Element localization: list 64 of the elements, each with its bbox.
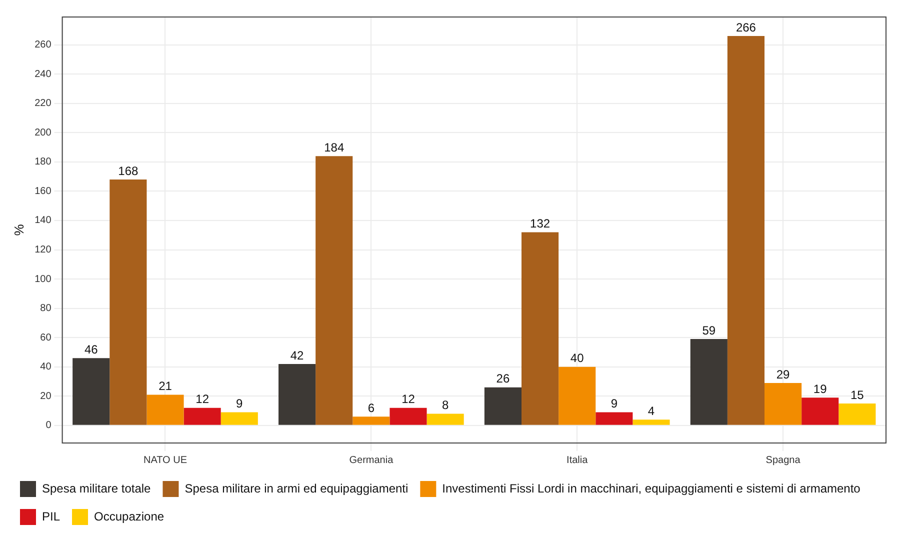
data-label: 15 bbox=[850, 388, 864, 402]
data-label: 6 bbox=[368, 400, 375, 415]
x-tick-label: Italia bbox=[566, 454, 588, 466]
y-tick-label: 140 bbox=[34, 215, 52, 226]
data-label: 132 bbox=[530, 216, 550, 231]
y-axis-title: % bbox=[11, 224, 26, 236]
y-tick-label: 160 bbox=[34, 186, 52, 197]
y-tick-label: 60 bbox=[40, 332, 52, 344]
bar bbox=[352, 416, 390, 425]
data-label: 40 bbox=[570, 351, 584, 366]
data-label: 12 bbox=[402, 392, 416, 406]
y-tick-label: 100 bbox=[34, 274, 52, 285]
bar bbox=[484, 387, 522, 425]
y-tick-label: 120 bbox=[34, 244, 52, 256]
bar bbox=[522, 232, 559, 425]
data-label: 59 bbox=[702, 323, 716, 338]
bar bbox=[690, 339, 728, 425]
legend-label: Spesa militare totale bbox=[42, 481, 152, 496]
y-tick-label: 260 bbox=[34, 40, 52, 51]
bar bbox=[632, 420, 670, 425]
data-label: 29 bbox=[776, 367, 790, 382]
data-label: 46 bbox=[84, 342, 98, 356]
y-tick-label: 200 bbox=[34, 127, 52, 138]
bar bbox=[596, 412, 633, 425]
y-tick-label: 0 bbox=[46, 420, 52, 432]
bar bbox=[316, 156, 353, 425]
bar bbox=[764, 382, 802, 425]
y-tick-label: 240 bbox=[34, 68, 52, 80]
legend-label: Investimenti Fissi Lordi in macchinari, equipaggiamenti e sistemi di armamento bbox=[442, 481, 861, 496]
data-label: 9 bbox=[236, 396, 244, 411]
x-tick-label: Spagna bbox=[766, 454, 801, 466]
bar bbox=[220, 412, 258, 425]
x-tick-label: NATO UE bbox=[143, 454, 188, 466]
y-tick-label: 80 bbox=[40, 303, 52, 314]
data-label: 26 bbox=[496, 372, 510, 386]
data-label: 4 bbox=[648, 404, 655, 418]
bar bbox=[278, 364, 316, 425]
legend-label: Spesa militare in armi ed equipaggiamenti bbox=[184, 481, 408, 496]
legend-label: Occupazione bbox=[94, 509, 164, 524]
data-label: 184 bbox=[324, 140, 344, 154]
legend-label: PIL bbox=[42, 509, 60, 524]
bar bbox=[184, 408, 221, 425]
bar bbox=[838, 403, 876, 425]
bar bbox=[390, 408, 427, 425]
y-tick-label: 40 bbox=[40, 362, 52, 373]
data-label: 266 bbox=[736, 20, 756, 34]
data-label: 168 bbox=[118, 164, 139, 178]
y-tick-label: 180 bbox=[34, 156, 52, 168]
bar bbox=[727, 36, 764, 425]
data-label: 19 bbox=[813, 382, 828, 396]
bar bbox=[426, 414, 464, 425]
data-label: 12 bbox=[196, 392, 210, 406]
data-label: 9 bbox=[610, 396, 618, 411]
bar bbox=[72, 358, 110, 425]
bar bbox=[558, 366, 596, 425]
bar bbox=[802, 398, 839, 425]
data-label: 42 bbox=[290, 348, 304, 362]
y-tick-label: 220 bbox=[34, 98, 52, 110]
bar bbox=[146, 394, 184, 425]
y-tick-label: 20 bbox=[40, 390, 52, 402]
data-label: 8 bbox=[442, 398, 449, 412]
data-label: 21 bbox=[158, 379, 172, 394]
x-tick-label: Germania bbox=[349, 454, 394, 466]
bar bbox=[110, 179, 147, 425]
